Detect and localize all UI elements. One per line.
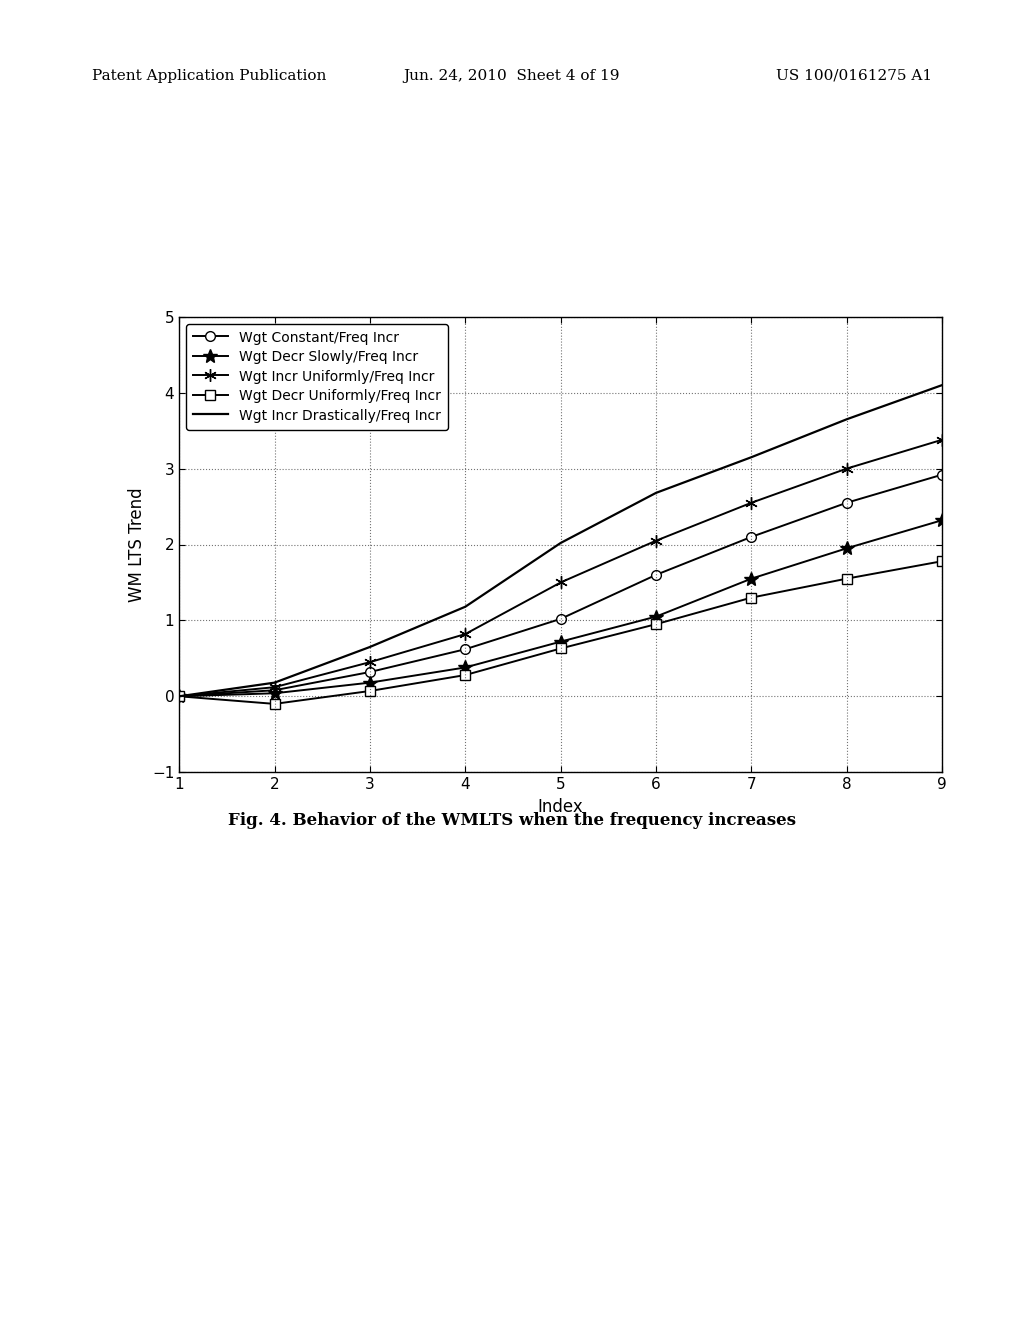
Wgt Incr Uniformly/Freq Incr [841, 461, 853, 477]
Wgt Incr Uniformly/Freq Incr [555, 574, 567, 590]
Legend: Wgt Constant/Freq Incr, Wgt Decr Slowly/Freq Incr, Wgt Incr Uniformly/Freq Incr,: Wgt Constant/Freq Incr, Wgt Decr Slowly/… [186, 323, 447, 430]
Wgt Constant/Freq Incr [268, 682, 281, 698]
Text: US 100/0161275 A1: US 100/0161275 A1 [776, 69, 932, 83]
Wgt Constant/Freq Incr [936, 467, 948, 483]
Wgt Incr Uniformly/Freq Incr [459, 626, 471, 642]
Wgt Decr Slowly/Freq Incr [268, 685, 281, 701]
Line: Wgt Incr Uniformly/Freq Incr: Wgt Incr Uniformly/Freq Incr [173, 433, 948, 702]
Wgt Decr Slowly/Freq Incr [364, 675, 376, 690]
Line: Wgt Decr Uniformly/Freq Incr: Wgt Decr Uniformly/Freq Incr [174, 556, 947, 709]
X-axis label: Index: Index [538, 797, 584, 816]
Wgt Constant/Freq Incr [459, 642, 471, 657]
Wgt Constant/Freq Incr [745, 529, 758, 545]
Line: Wgt Incr Drastically/Freq Incr: Wgt Incr Drastically/Freq Incr [179, 385, 942, 697]
Wgt Decr Slowly/Freq Incr [650, 609, 663, 624]
Wgt Decr Slowly/Freq Incr [173, 689, 185, 705]
Wgt Decr Uniformly/Freq Incr [841, 570, 853, 586]
Wgt Decr Uniformly/Freq Incr [364, 682, 376, 698]
Wgt Incr Uniformly/Freq Incr [173, 689, 185, 705]
Wgt Incr Drastically/Freq Incr [936, 378, 948, 393]
Wgt Incr Uniformly/Freq Incr [650, 533, 663, 549]
Text: Fig. 4. Behavior of the WMLTS when the frequency increases: Fig. 4. Behavior of the WMLTS when the f… [228, 812, 796, 829]
Text: Patent Application Publication: Patent Application Publication [92, 69, 327, 83]
Wgt Incr Uniformly/Freq Incr [936, 432, 948, 447]
Wgt Decr Uniformly/Freq Incr [650, 616, 663, 632]
Wgt Decr Slowly/Freq Incr [745, 570, 758, 586]
Wgt Incr Drastically/Freq Incr [650, 484, 663, 500]
Line: Wgt Constant/Freq Incr: Wgt Constant/Freq Incr [174, 470, 947, 701]
Wgt Decr Slowly/Freq Incr [555, 634, 567, 649]
Wgt Decr Uniformly/Freq Incr [555, 640, 567, 656]
Wgt Incr Drastically/Freq Incr [841, 412, 853, 428]
Wgt Constant/Freq Incr [841, 495, 853, 511]
Wgt Incr Drastically/Freq Incr [268, 675, 281, 690]
Wgt Decr Uniformly/Freq Incr [459, 667, 471, 682]
Wgt Decr Slowly/Freq Incr [459, 660, 471, 676]
Wgt Incr Uniformly/Freq Incr [745, 495, 758, 511]
Wgt Incr Uniformly/Freq Incr [364, 655, 376, 671]
Wgt Decr Uniformly/Freq Incr [268, 696, 281, 711]
Wgt Constant/Freq Incr [650, 568, 663, 583]
Wgt Incr Drastically/Freq Incr [364, 639, 376, 655]
Wgt Decr Slowly/Freq Incr [841, 540, 853, 556]
Wgt Incr Drastically/Freq Incr [745, 449, 758, 465]
Wgt Incr Uniformly/Freq Incr [268, 680, 281, 696]
Wgt Decr Uniformly/Freq Incr [745, 590, 758, 606]
Wgt Decr Slowly/Freq Incr [936, 512, 948, 528]
Wgt Incr Drastically/Freq Incr [173, 689, 185, 705]
Wgt Decr Uniformly/Freq Incr [173, 689, 185, 705]
Wgt Constant/Freq Incr [364, 664, 376, 680]
Wgt Decr Uniformly/Freq Incr [936, 553, 948, 569]
Wgt Incr Drastically/Freq Incr [459, 599, 471, 615]
Text: Jun. 24, 2010  Sheet 4 of 19: Jun. 24, 2010 Sheet 4 of 19 [403, 69, 621, 83]
Y-axis label: WM LTS Trend: WM LTS Trend [128, 487, 146, 602]
Wgt Incr Drastically/Freq Incr [555, 535, 567, 550]
Wgt Constant/Freq Incr [173, 689, 185, 705]
Wgt Constant/Freq Incr [555, 611, 567, 627]
Line: Wgt Decr Slowly/Freq Incr: Wgt Decr Slowly/Freq Incr [172, 513, 949, 704]
